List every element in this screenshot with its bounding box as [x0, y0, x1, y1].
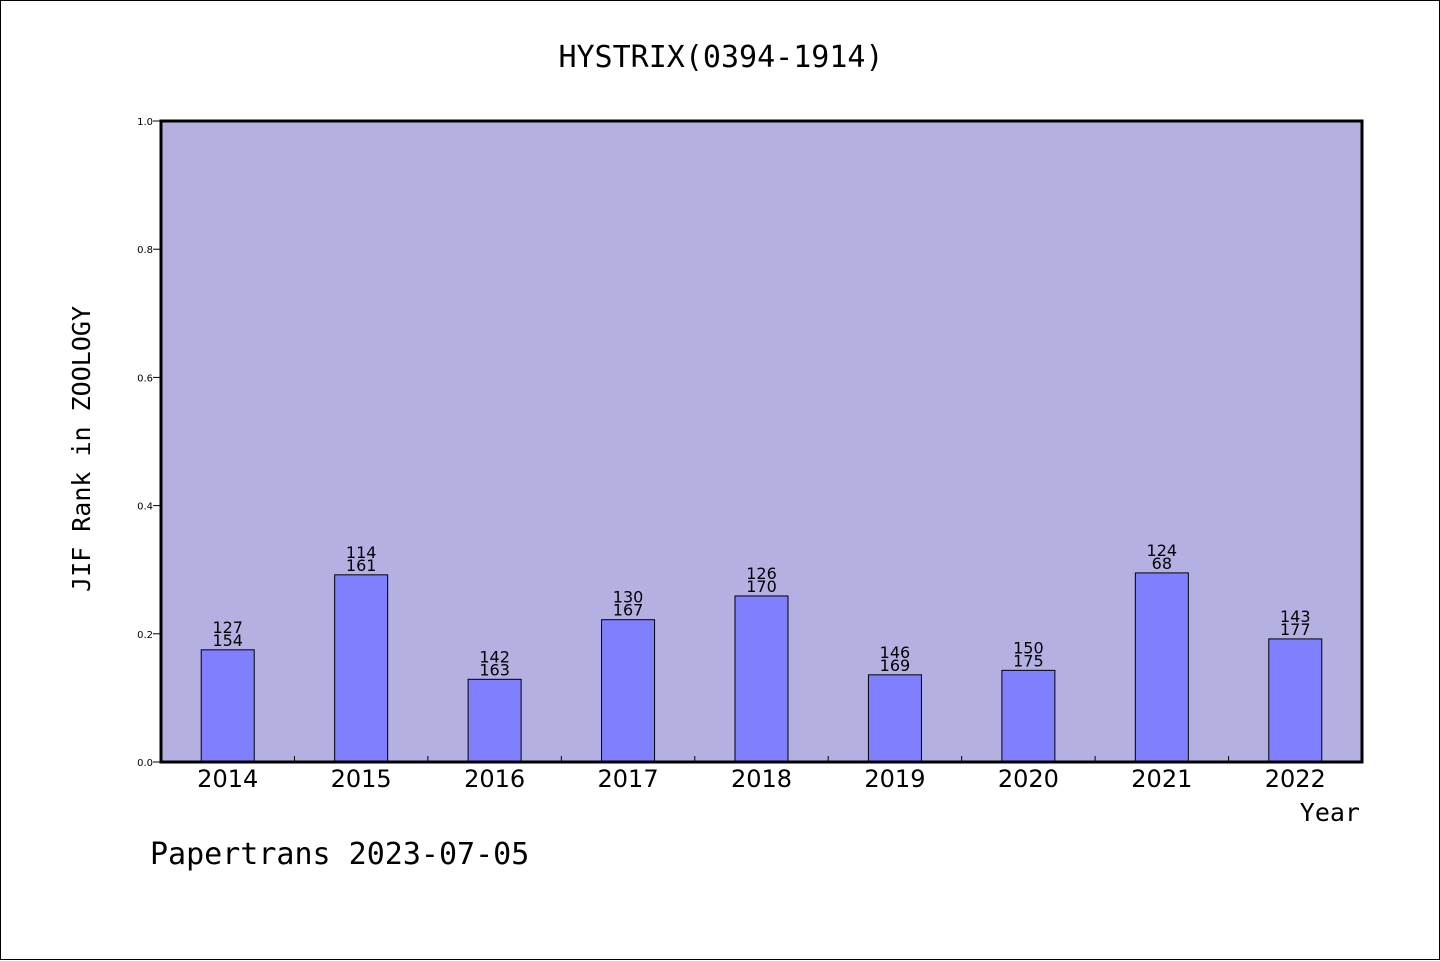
x-tick-label: 2018: [731, 765, 792, 793]
x-tick-label: 2019: [864, 765, 925, 793]
bar-2017: [601, 619, 656, 763]
bar-2016: [467, 678, 522, 763]
bar-rank-label: 150: [1013, 638, 1044, 657]
footer-date-label: Papertrans 2023-07-05: [150, 837, 529, 872]
x-tick-label: 2022: [1265, 765, 1326, 793]
bar-2014: [200, 649, 255, 763]
bar-rank-label: 126: [746, 564, 777, 583]
bar-total-label: 161: [346, 556, 377, 575]
bar-rank-label: 142: [479, 647, 510, 666]
bar-total-label: 175: [1013, 651, 1044, 670]
bar-rank-label: 124: [1147, 541, 1178, 560]
bar-2015: [334, 574, 389, 763]
bar-2022: [1268, 638, 1323, 763]
chart-title: HYSTRIX(0394-1914): [558, 40, 883, 75]
y-tick-label: 0.4: [137, 502, 153, 513]
x-tick-label: 2017: [598, 765, 659, 793]
y-tick-label: 0.2: [137, 630, 153, 641]
bar-2019: [867, 674, 922, 763]
bar-rank-label: 130: [613, 588, 644, 607]
bar-rank-label: 114: [346, 543, 377, 562]
bar-total-label: 169: [880, 656, 911, 675]
bar-total-label: 177: [1280, 620, 1311, 639]
x-tick-label: 2016: [464, 765, 525, 793]
bar-total-label: 154: [212, 631, 243, 650]
y-tick-label: 0.0: [137, 758, 153, 769]
x-tick-label: 2021: [1131, 765, 1192, 793]
bar-2018: [734, 595, 789, 763]
x-tick-label: 2015: [331, 765, 392, 793]
bars-group: 1271541141611421631301671261701461691501…: [200, 541, 1323, 763]
x-tick-label: 2020: [998, 765, 1059, 793]
y-tick-label: 1.0: [137, 117, 153, 128]
y-axis-label: JIF Rank in ZOOLOGY: [67, 306, 96, 592]
plot-border: [159, 119, 1364, 764]
x-axis-label: Year: [1300, 798, 1360, 827]
bar-rank-label: 143: [1280, 607, 1311, 626]
x-axis-ticks: 2014 2015 2016 2017 2018 2019 2020 2021 2022: [197, 756, 1326, 793]
y-tick-label: 0.8: [137, 245, 153, 256]
bar-total-label: 170: [746, 577, 777, 596]
y-tick-label: 0.6: [137, 373, 153, 384]
y-axis-ticks: 0.0 0.2 0.4 0.6 0.8 1.0: [137, 117, 161, 769]
bar-rank-label: 127: [212, 618, 243, 637]
x-tick-label: 2014: [197, 765, 258, 793]
bar-rank-label: 146: [880, 643, 911, 662]
bar-total-label: 163: [479, 660, 510, 679]
bar-2021: [1134, 572, 1189, 763]
bar-total-label: 167: [613, 601, 644, 620]
bar-total-label: 68: [1152, 554, 1172, 573]
bar-2020: [1001, 669, 1056, 763]
